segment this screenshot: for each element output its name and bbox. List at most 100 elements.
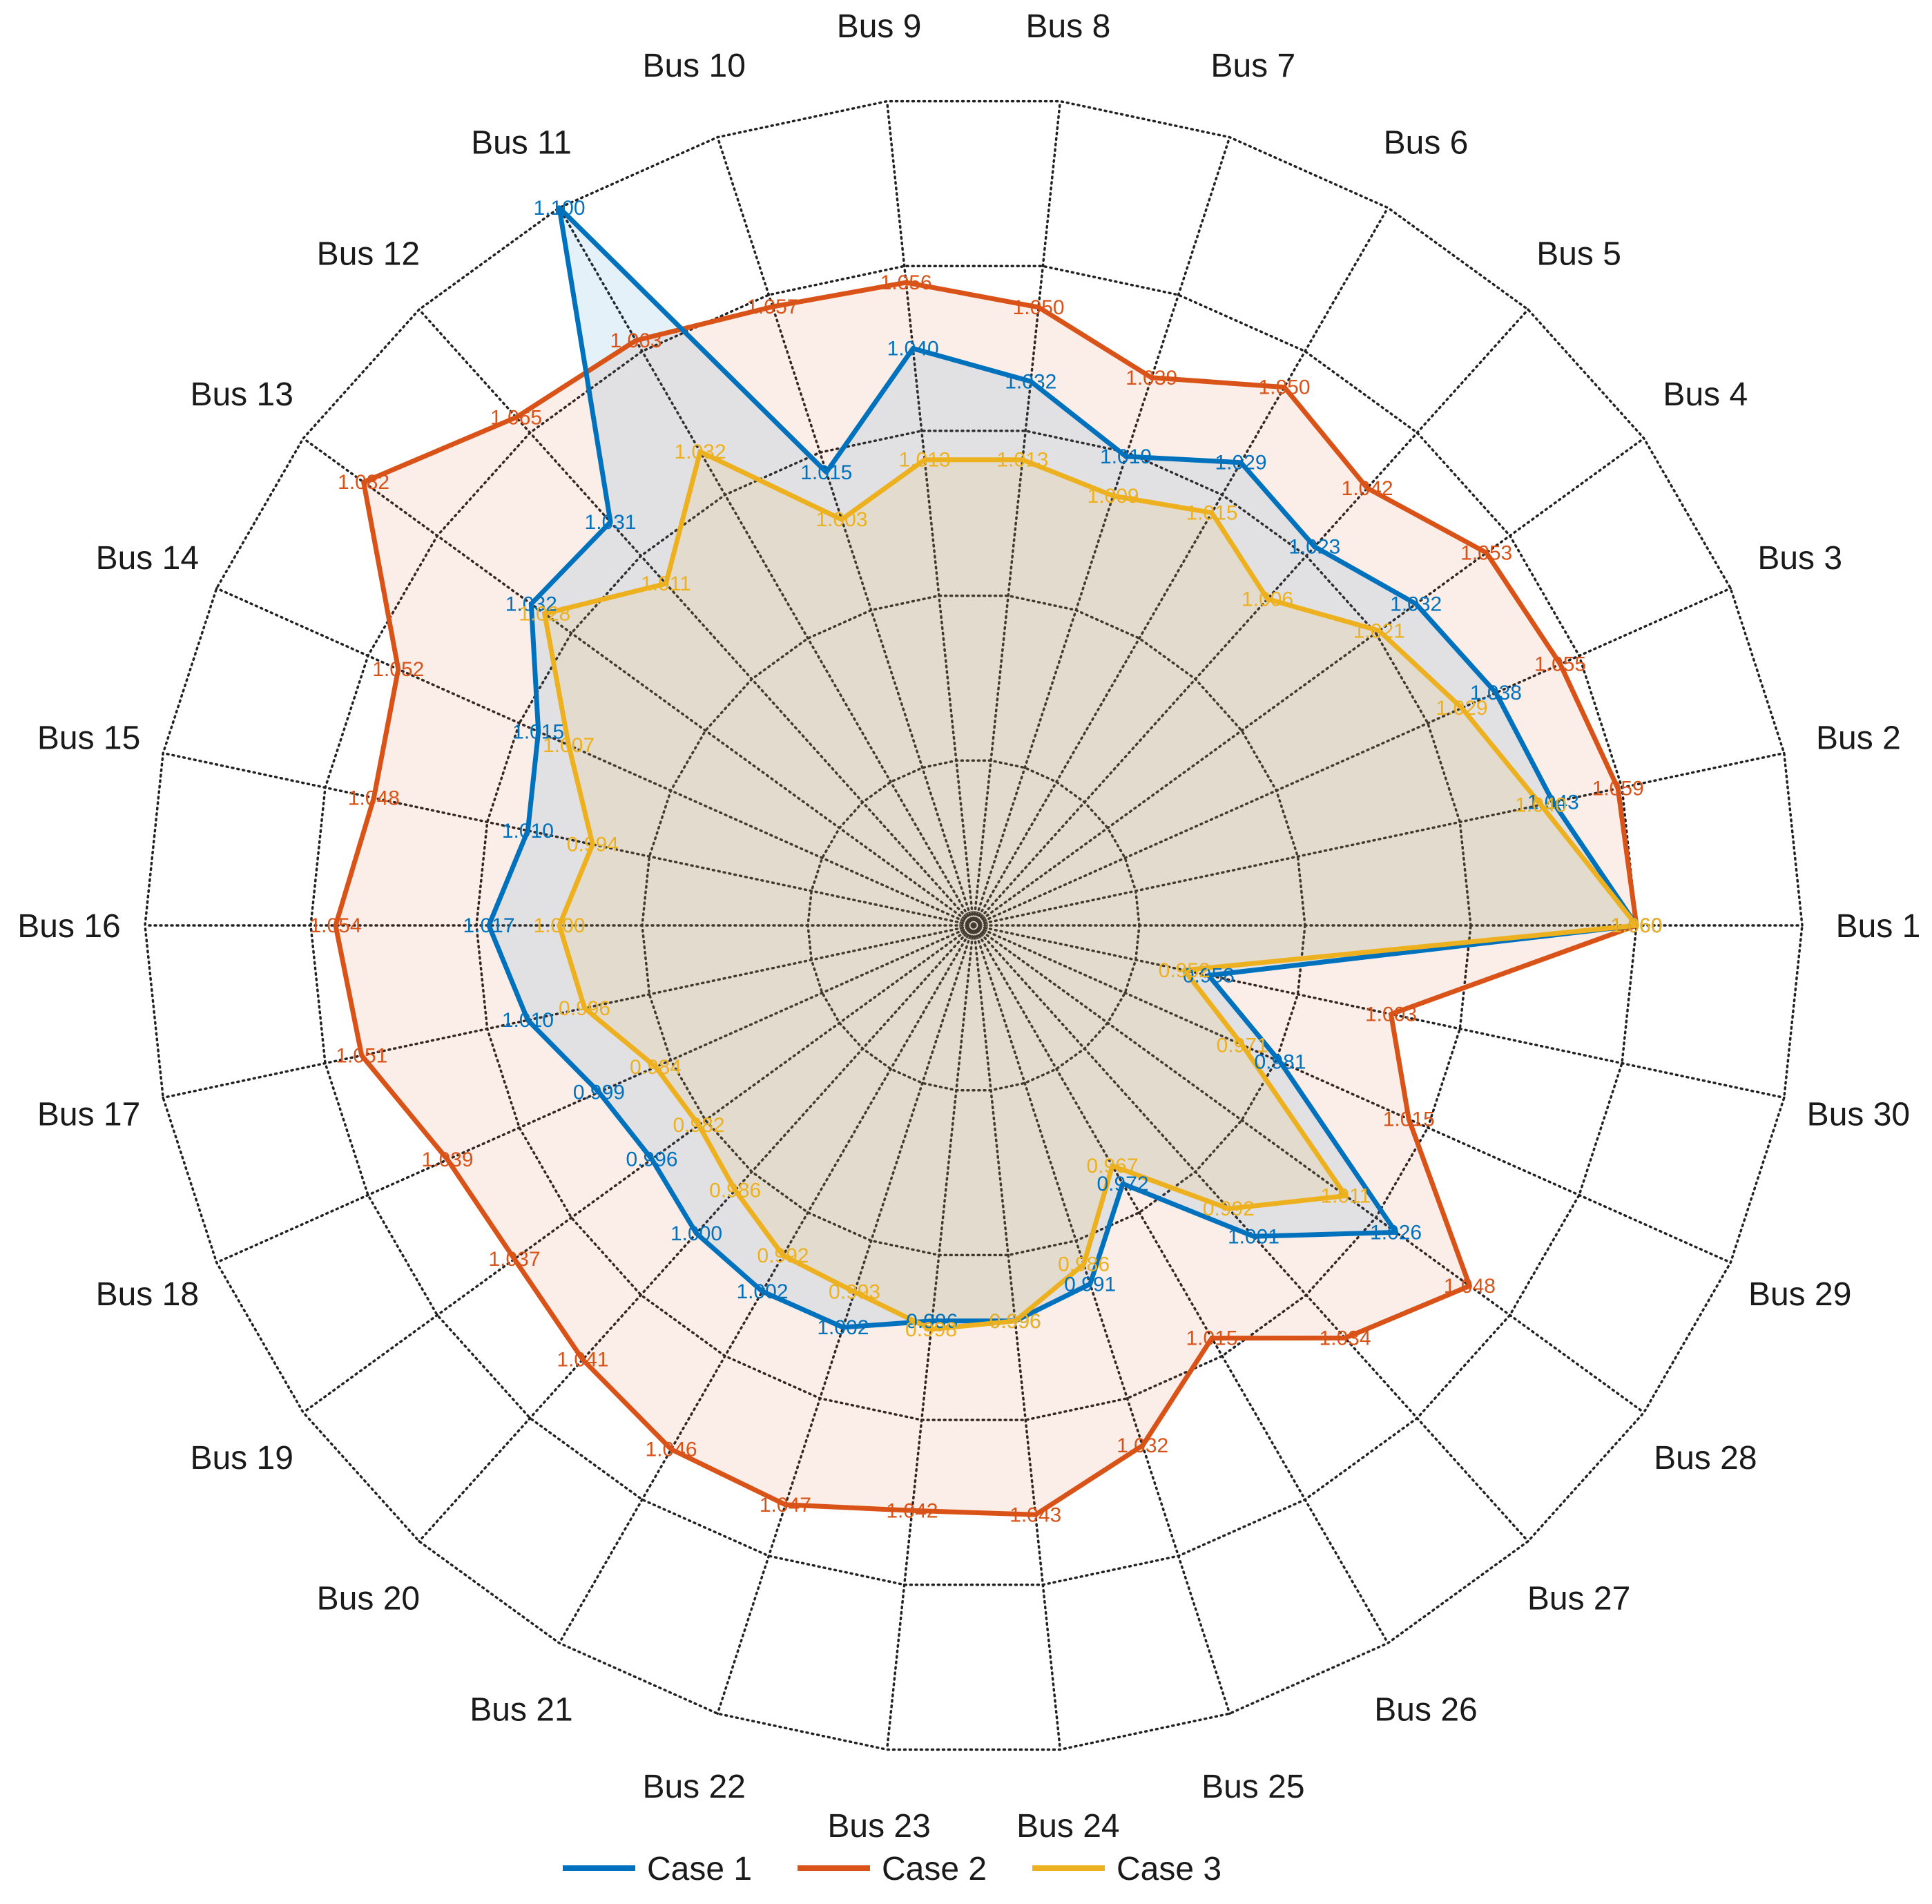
data-label: 0.994 <box>567 834 619 856</box>
data-label: 1.040 <box>1515 794 1567 816</box>
data-label: 1.060 <box>1610 914 1662 937</box>
data-label: 0.972 <box>1097 1173 1148 1195</box>
data-label: 1.015 <box>1186 501 1237 524</box>
data-label: 0.984 <box>630 1056 682 1079</box>
data-label: 1.050 <box>1013 296 1065 319</box>
category-label: Bus 3 <box>1757 540 1842 577</box>
data-label: 1.082 <box>338 471 389 494</box>
data-label: 1.015 <box>800 461 852 484</box>
data-label: 0.998 <box>905 1318 957 1341</box>
category-label: Bus 24 <box>1016 1808 1119 1845</box>
data-label: 0.993 <box>829 1281 880 1304</box>
series-fill-2 <box>336 282 1636 1515</box>
data-label: 1.007 <box>543 734 595 757</box>
data-label: 0.986 <box>1058 1253 1110 1276</box>
grid-spoke <box>418 308 975 927</box>
data-label: 1.052 <box>372 658 424 681</box>
category-label: Bus 23 <box>827 1808 930 1845</box>
data-label: 1.003 <box>1365 1003 1417 1026</box>
data-label: 0.996 <box>989 1310 1041 1333</box>
grid-spoke <box>972 587 1732 927</box>
data-label: 1.053 <box>1460 541 1512 564</box>
legend: Case 1 Case 2 Case 3 <box>563 1851 1221 1887</box>
grid-spoke <box>972 99 1062 927</box>
category-label: Bus 11 <box>471 125 572 162</box>
data-label: 0.999 <box>573 1081 625 1104</box>
grid-spoke <box>716 924 975 1715</box>
grid-spoke <box>972 751 1786 927</box>
data-label: 1.032 <box>505 593 557 616</box>
data-label: 0.981 <box>1254 1051 1306 1074</box>
category-label: Bus 6 <box>1384 125 1469 162</box>
data-label: 1.000 <box>670 1222 722 1245</box>
data-label: 1.051 <box>336 1044 387 1067</box>
data-label: 1.042 <box>1342 477 1393 500</box>
data-label: 1.001 <box>1228 1225 1279 1248</box>
data-label: 0.958 <box>1183 964 1235 987</box>
category-label: Bus 15 <box>37 720 140 757</box>
data-label: 1.046 <box>645 1439 697 1461</box>
data-label: 1.048 <box>1444 1275 1496 1298</box>
grid-spoke <box>302 924 975 1414</box>
grid-spoke <box>716 135 975 927</box>
category-label: Bus 29 <box>1748 1276 1851 1313</box>
grid-spoke <box>972 924 1062 1751</box>
category-label: Bus 10 <box>642 48 745 84</box>
data-label: 0.991 <box>1064 1273 1116 1296</box>
category-label: Bus 1 <box>1836 908 1921 945</box>
data-label: 1.056 <box>880 271 932 294</box>
grid-spoke <box>972 924 1231 1715</box>
data-label: 1.040 <box>887 338 939 360</box>
data-label: 1.031 <box>585 511 637 534</box>
category-label: Bus 12 <box>317 236 420 273</box>
data-label: 1.057 <box>746 296 798 318</box>
data-label: 1.011 <box>641 573 691 595</box>
data-label: 1.010 <box>502 1009 554 1032</box>
legend-label: Case 1 <box>647 1851 752 1887</box>
category-label: Bus 27 <box>1527 1581 1630 1617</box>
grid-spoke <box>885 924 975 1751</box>
data-label: 1.037 <box>488 1248 540 1271</box>
category-label: Bus 13 <box>190 376 293 413</box>
category-label: Bus 8 <box>1026 8 1111 45</box>
data-label: 0.992 <box>757 1244 809 1267</box>
data-label: 1.060 <box>1610 914 1662 937</box>
grid-spoke <box>215 924 975 1264</box>
data-label: 1.006 <box>1242 588 1293 610</box>
data-label: 1.034 <box>1319 1327 1371 1350</box>
data-labels: 1.060 1.059 1.055 1.053 1.042 1.050 1.039 1.050… <box>309 197 1662 1527</box>
legend-label: Case 2 <box>882 1851 987 1887</box>
data-label: 1.029 <box>1436 697 1488 720</box>
data-label: 1.043 <box>1527 791 1579 814</box>
data-label: 1.055 <box>1534 653 1586 676</box>
data-label: 1.047 <box>760 1494 811 1517</box>
category-label: Bus 2 <box>1816 720 1901 757</box>
grid-spoke <box>215 587 975 927</box>
data-label: 1.015 <box>1383 1108 1435 1131</box>
category-label: Bus 26 <box>1374 1692 1477 1729</box>
data-label: 1.023 <box>1288 536 1340 559</box>
data-label: 1.032 <box>1390 593 1442 616</box>
data-label: 0.986 <box>709 1180 761 1202</box>
data-label: 1.060 <box>1610 914 1662 937</box>
data-label: 1.013 <box>996 449 1048 472</box>
data-label: 0.967 <box>1086 1155 1138 1177</box>
data-label: 1.042 <box>886 1499 938 1522</box>
data-label: 0.996 <box>989 1310 1041 1333</box>
data-label: 1.017 <box>463 914 514 937</box>
grid-spoke <box>972 436 1645 927</box>
data-label: 0.952 <box>1159 959 1210 982</box>
category-label: Bus 9 <box>837 8 922 45</box>
data-label: 1.059 <box>1592 778 1644 800</box>
data-label: 1.009 <box>1088 485 1139 508</box>
data-label: 0.996 <box>559 997 610 1020</box>
grid-spoke <box>558 924 975 1644</box>
data-label: 1.039 <box>1126 367 1177 390</box>
data-label: 1.029 <box>1215 452 1266 474</box>
data-label: 1.021 <box>1353 619 1405 642</box>
data-label: 0.982 <box>673 1114 724 1137</box>
category-label: Bus 5 <box>1536 236 1621 273</box>
grid-spoke <box>972 308 1529 927</box>
data-label: 0.996 <box>626 1148 677 1171</box>
